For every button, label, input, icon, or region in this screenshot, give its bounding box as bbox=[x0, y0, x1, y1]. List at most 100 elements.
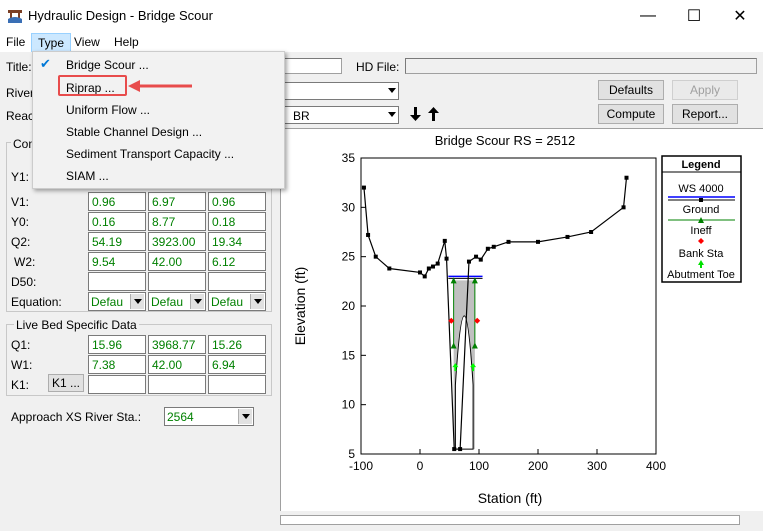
up-arrow-button[interactable] bbox=[427, 105, 441, 123]
equation-combo-2[interactable]: Defau bbox=[148, 292, 206, 311]
value-cell[interactable]: 0.96 bbox=[88, 192, 146, 211]
bank-station-point bbox=[448, 317, 455, 324]
ground-point bbox=[422, 274, 427, 279]
chevron-down-icon bbox=[130, 294, 144, 309]
menu-item-riprap[interactable]: Riprap ... bbox=[66, 81, 115, 95]
ineff-point bbox=[471, 277, 478, 284]
value-cell[interactable]: 15.96 bbox=[88, 335, 146, 354]
plot-area bbox=[360, 157, 657, 455]
value-cell[interactable]: 0.16 bbox=[88, 212, 146, 231]
equation-value: Defau bbox=[211, 295, 244, 309]
river-label: River bbox=[6, 86, 35, 100]
menu-type[interactable]: Type bbox=[31, 33, 72, 52]
value-cell[interactable]: 54.19 bbox=[88, 232, 146, 251]
row-label: W2: bbox=[14, 255, 36, 269]
value-cell[interactable]: 42.00 bbox=[148, 252, 206, 271]
menu-file[interactable]: File bbox=[6, 35, 26, 49]
ground-point bbox=[536, 239, 540, 244]
menu-item-stable-channel[interactable]: Stable Channel Design ... bbox=[66, 125, 203, 139]
ground-point bbox=[387, 266, 392, 271]
compute-button[interactable]: Compute bbox=[598, 104, 664, 124]
defaults-button[interactable]: Defaults bbox=[598, 80, 664, 100]
legend-entry-bank: Bank Sta bbox=[679, 248, 725, 260]
x-tick-label: 100 bbox=[469, 459, 489, 473]
value-cell[interactable]: 0.18 bbox=[208, 212, 266, 231]
value-cell[interactable]: 6.97 bbox=[148, 192, 206, 211]
ground-point bbox=[426, 266, 431, 271]
apply-button[interactable]: Apply bbox=[672, 80, 738, 100]
value-cell[interactable]: 3923.00 bbox=[148, 232, 206, 251]
equation-combo-1[interactable]: Defau bbox=[88, 292, 146, 311]
menu-item-bridge-scour[interactable]: Bridge Scour ... bbox=[66, 58, 149, 72]
chevron-down-icon bbox=[190, 294, 204, 309]
title-bar: Hydraulic Design - Bridge Scour — ☐ ✕ bbox=[0, 0, 763, 32]
row-label: D50: bbox=[11, 275, 37, 289]
legend-bank-marker bbox=[698, 238, 704, 244]
value-cell[interactable]: 8.77 bbox=[148, 212, 206, 231]
value-cell[interactable] bbox=[88, 272, 146, 291]
ground-point bbox=[373, 254, 378, 259]
value-cell[interactable] bbox=[88, 375, 146, 394]
row-label: Q1: bbox=[11, 338, 31, 352]
reach-combo[interactable]: BR bbox=[284, 106, 399, 124]
hd-file-input[interactable] bbox=[405, 58, 757, 74]
row-label: K1: bbox=[11, 378, 30, 392]
bank-station-point bbox=[474, 317, 481, 324]
arrow-up-icon bbox=[428, 107, 439, 121]
value-cell[interactable] bbox=[148, 375, 206, 394]
legend: Legend WS 4000 Ground Ineff Bank Sta Abu… bbox=[661, 155, 742, 283]
title-input[interactable] bbox=[284, 58, 342, 74]
y-tick-label: 30 bbox=[342, 200, 356, 214]
value-cell[interactable]: 7.38 bbox=[88, 355, 146, 374]
value-cell[interactable]: 42.00 bbox=[148, 355, 206, 374]
value-cell[interactable] bbox=[148, 272, 206, 291]
approach-value: 2564 bbox=[167, 410, 194, 424]
menu-item-siam[interactable]: SIAM ... bbox=[66, 169, 109, 183]
down-arrow-button[interactable] bbox=[409, 105, 423, 123]
legend-entry-ground: Ground bbox=[683, 204, 720, 216]
value-cell[interactable]: 0.96 bbox=[208, 192, 266, 211]
value-cell[interactable]: 19.34 bbox=[208, 232, 266, 251]
value-cell[interactable]: 3968.77 bbox=[148, 335, 206, 354]
value-cell[interactable]: 6.94 bbox=[208, 355, 266, 374]
value-cell[interactable] bbox=[208, 375, 266, 394]
maximize-icon: ☐ bbox=[686, 8, 702, 25]
menu-help[interactable]: Help bbox=[114, 35, 139, 49]
value-cell[interactable] bbox=[208, 272, 266, 291]
value-cell[interactable]: 9.54 bbox=[88, 252, 146, 271]
ground-point bbox=[458, 447, 463, 452]
ineff-point bbox=[471, 342, 478, 349]
annotation-arrow-icon bbox=[128, 80, 192, 92]
value-cell[interactable]: 6.12 bbox=[208, 252, 266, 271]
equation-label: Equation: bbox=[11, 295, 62, 309]
arrow-down-icon bbox=[410, 107, 421, 121]
x-axis-label: Station (ft) bbox=[478, 490, 543, 506]
k1-button[interactable]: K1 ... bbox=[48, 374, 84, 392]
value-cell[interactable]: 15.26 bbox=[208, 335, 266, 354]
maximize-button[interactable]: ☐ bbox=[671, 0, 717, 32]
report-button[interactable]: Report... bbox=[672, 104, 738, 124]
minimize-button[interactable]: — bbox=[625, 0, 671, 32]
ground-point bbox=[442, 238, 447, 243]
menu-view[interactable]: View bbox=[74, 35, 100, 49]
legend-entry-abutment: Abutment Toe bbox=[667, 269, 735, 281]
bottom-scrollbar[interactable] bbox=[280, 511, 763, 531]
close-button[interactable]: ✕ bbox=[717, 0, 763, 32]
scrollbar-track[interactable] bbox=[280, 515, 740, 525]
menu-item-uniform-flow[interactable]: Uniform Flow ... bbox=[66, 103, 151, 117]
live-bed-title: Live Bed Specific Data bbox=[14, 318, 139, 332]
abutment-toe-point bbox=[470, 363, 477, 372]
y-tick-label: 15 bbox=[342, 348, 356, 362]
ground-point bbox=[444, 256, 449, 261]
equation-combo-3[interactable]: Defau bbox=[208, 292, 266, 311]
y-axis-label: Elevation (ft) bbox=[292, 267, 308, 346]
contraction-group-title: Con bbox=[11, 137, 38, 151]
menu-item-sediment-transport[interactable]: Sediment Transport Capacity ... bbox=[66, 147, 235, 161]
approach-combo[interactable]: 2564 bbox=[164, 407, 254, 426]
ground-line bbox=[363, 177, 628, 450]
river-combo[interactable] bbox=[284, 82, 399, 100]
ground-point bbox=[589, 230, 594, 234]
y-tick-label: 25 bbox=[342, 250, 356, 264]
menu-bar: File Type View Help bbox=[0, 32, 763, 52]
ground-point bbox=[621, 205, 626, 210]
